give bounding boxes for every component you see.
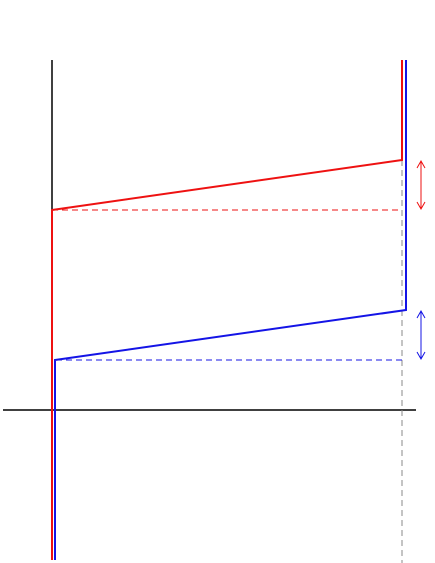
blue-curve (54, 60, 407, 560)
blue-double-arrow (416, 309, 426, 361)
red-curve (51, 60, 403, 560)
red-double-arrow (416, 159, 426, 211)
